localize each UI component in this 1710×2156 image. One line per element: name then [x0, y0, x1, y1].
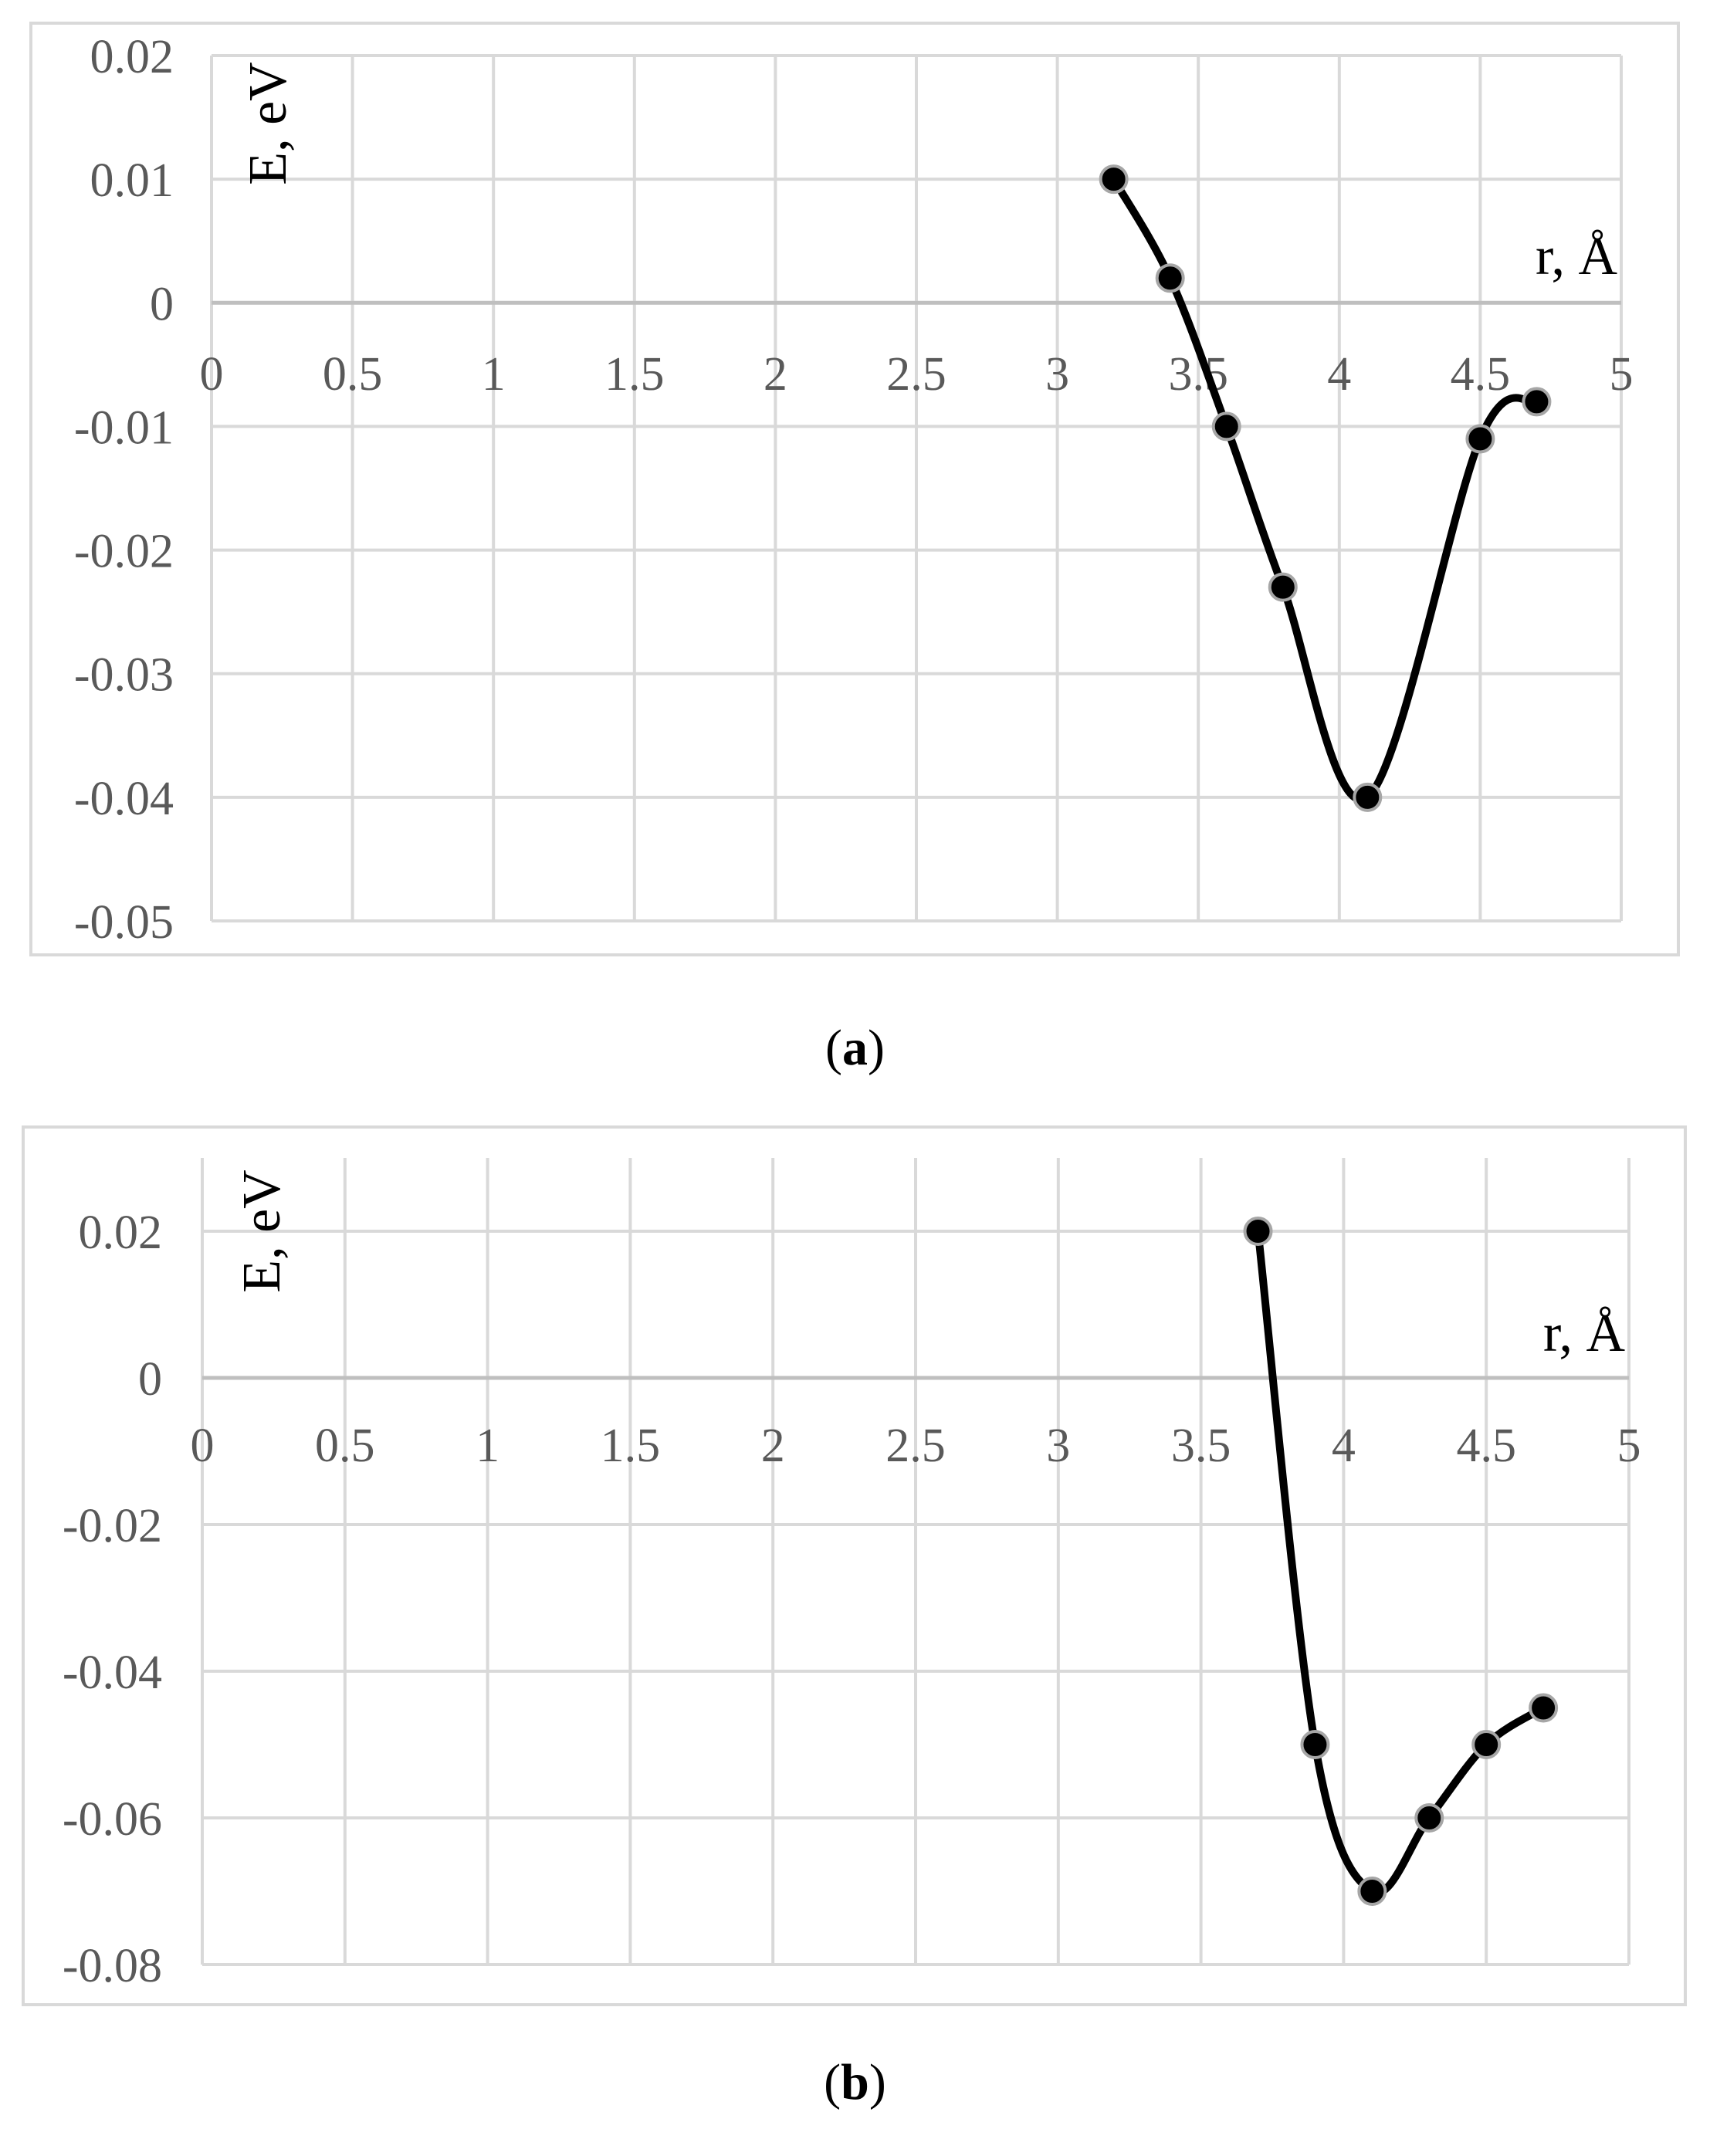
- chart-b-xtick-label-2: 1: [476, 1420, 499, 1472]
- chart-b-data-point-4: [1473, 1731, 1499, 1758]
- chart-b-xtick-label-8: 4: [1332, 1420, 1356, 1472]
- caption-a-close: ): [868, 1020, 885, 1076]
- caption-a: (a): [0, 1019, 1710, 1078]
- chart-b-ytick-label-5: -0.08: [63, 1940, 162, 1992]
- chart-b-xtick-label-3: 1.5: [601, 1420, 661, 1472]
- chart-b-xtick-label-4: 2: [761, 1420, 785, 1472]
- chart-b-data-point-5: [1530, 1695, 1556, 1721]
- chart-b-xtick-label-7: 3.5: [1171, 1420, 1231, 1472]
- caption-a-open: (: [825, 1020, 842, 1076]
- chart-b-xtick-label-6: 3: [1046, 1420, 1070, 1472]
- caption-b: (b): [0, 2053, 1710, 2112]
- chart-b-xtick-label-1: 0.5: [315, 1420, 375, 1472]
- chart-b-data-point-2: [1359, 1878, 1385, 1904]
- chart-b-xtick-label-10: 5: [1617, 1420, 1641, 1472]
- chart-b-xtick-label-9: 4.5: [1456, 1420, 1516, 1472]
- chart-b-ytick-label-0: 0.02: [79, 1207, 163, 1259]
- chart-b-data-point-0: [1245, 1218, 1271, 1244]
- chart-b-y-axis-title: E, eV: [232, 1169, 292, 1292]
- caption-a-letter: a: [842, 1020, 868, 1076]
- chart-b-x-axis-title: r, Å: [1543, 1304, 1626, 1363]
- caption-b-close: ): [869, 2054, 886, 2110]
- chart-b-series-line-0: [1258, 1231, 1544, 1893]
- chart-b-data-point-1: [1302, 1731, 1328, 1758]
- chart-b-ytick-label-4: -0.06: [63, 1793, 162, 1846]
- chart-b-ytick-label-1: 0: [138, 1353, 162, 1406]
- chart-b-xtick-label-0: 0: [191, 1420, 215, 1472]
- chart-b-ytick-label-2: -0.02: [63, 1500, 162, 1552]
- caption-b-letter: b: [841, 2054, 869, 2110]
- caption-b-open: (: [824, 2054, 841, 2110]
- chart-b-xtick-label-5: 2.5: [885, 1420, 946, 1472]
- chart-b-data-point-3: [1416, 1805, 1442, 1831]
- chart-b-ytick-label-3: -0.04: [63, 1647, 162, 1699]
